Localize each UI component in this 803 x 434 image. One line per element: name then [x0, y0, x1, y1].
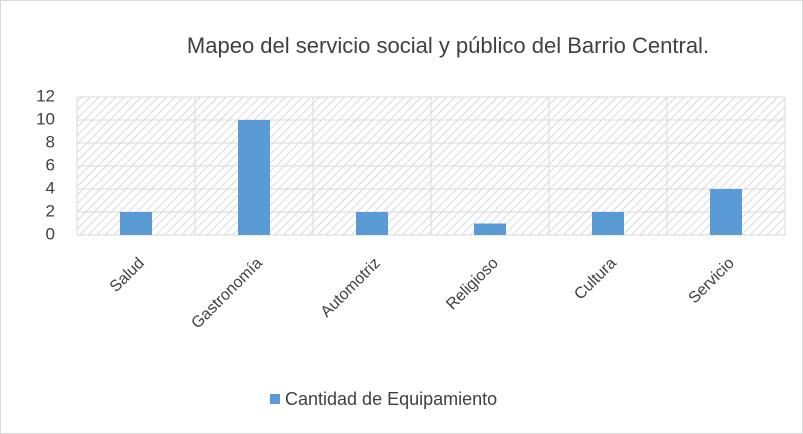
y-tick-label: 12 [36, 86, 55, 105]
chart-title: Mapeo del servicio social y público del … [187, 33, 709, 58]
legend-label: Cantidad de Equipamiento [285, 389, 497, 409]
y-tick-label: 10 [36, 109, 55, 128]
bar [356, 212, 388, 235]
bar [238, 120, 270, 235]
bar [592, 212, 624, 235]
bar [474, 223, 506, 235]
bar [710, 189, 742, 235]
y-tick-label: 2 [46, 201, 55, 220]
y-tick-label: 6 [46, 155, 55, 174]
legend-swatch [270, 394, 280, 404]
y-tick-label: 4 [46, 178, 55, 197]
y-tick-label: 8 [46, 132, 55, 151]
bar [120, 212, 152, 235]
y-tick-label: 0 [46, 224, 55, 243]
